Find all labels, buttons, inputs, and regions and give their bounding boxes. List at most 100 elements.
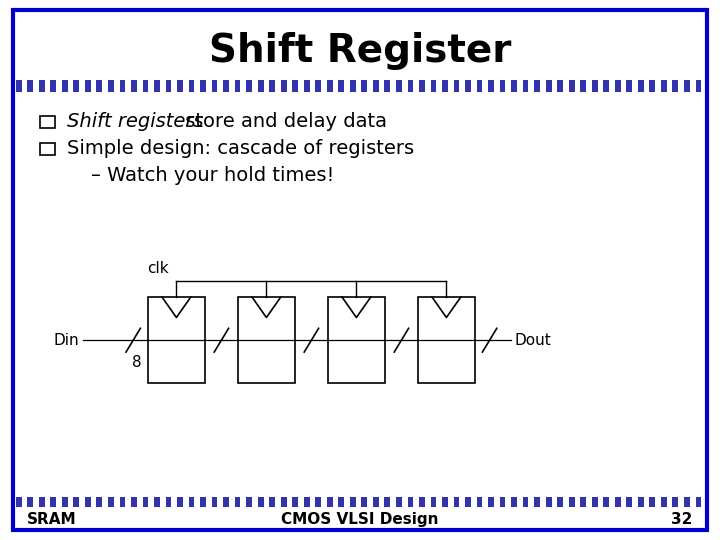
Bar [482, 497, 488, 507]
Text: clk: clk [148, 261, 169, 276]
Bar [419, 80, 425, 92]
Bar [310, 497, 315, 507]
Bar [552, 80, 557, 92]
Bar [85, 497, 91, 507]
Bar [471, 497, 477, 507]
Bar [292, 497, 298, 507]
Bar [120, 80, 125, 92]
Bar [552, 497, 557, 507]
Bar [40, 116, 55, 128]
Bar [108, 497, 114, 507]
Bar [16, 497, 22, 507]
Bar [459, 80, 465, 92]
Bar [425, 497, 431, 507]
Bar [494, 80, 500, 92]
Bar [367, 497, 373, 507]
Bar [338, 80, 344, 92]
Bar [384, 497, 390, 507]
Bar [638, 497, 644, 507]
Bar [557, 497, 563, 507]
Bar [229, 497, 235, 507]
Bar [338, 497, 344, 507]
Bar [315, 80, 321, 92]
Bar [534, 80, 540, 92]
Bar [310, 80, 315, 92]
Bar [505, 80, 511, 92]
Bar [696, 80, 701, 92]
Bar [569, 80, 575, 92]
Bar [171, 497, 177, 507]
Bar [212, 80, 217, 92]
Bar [459, 497, 465, 507]
Bar [442, 497, 448, 507]
Bar [672, 497, 678, 507]
Bar [425, 80, 431, 92]
Bar [114, 80, 120, 92]
Bar [511, 497, 517, 507]
Bar [649, 497, 655, 507]
Bar [114, 497, 120, 507]
Bar [62, 497, 68, 507]
Bar [361, 80, 367, 92]
Bar [269, 497, 275, 507]
Bar [50, 80, 56, 92]
Bar [304, 497, 310, 507]
Bar [287, 497, 292, 507]
Bar [160, 497, 166, 507]
Bar [79, 497, 85, 507]
Bar [696, 497, 701, 507]
Bar [96, 497, 102, 507]
Bar [148, 497, 154, 507]
Bar [615, 497, 621, 507]
Bar [603, 497, 609, 507]
Bar [166, 80, 171, 92]
Bar [333, 497, 338, 507]
Bar [154, 80, 160, 92]
Bar [327, 497, 333, 507]
Bar [603, 80, 609, 92]
Bar [586, 497, 592, 507]
Bar [655, 80, 661, 92]
Bar [471, 80, 477, 92]
Bar [390, 497, 396, 507]
Bar [258, 80, 264, 92]
Bar [690, 497, 696, 507]
Bar [413, 497, 419, 507]
Bar [494, 497, 500, 507]
Bar [56, 497, 62, 507]
Bar [678, 80, 684, 92]
Bar [194, 497, 200, 507]
Bar [448, 80, 454, 92]
Text: SRAM: SRAM [27, 512, 77, 527]
Bar [143, 497, 148, 507]
Bar [33, 80, 39, 92]
Bar [488, 497, 494, 507]
Bar [183, 497, 189, 507]
Bar [240, 497, 246, 507]
Bar [465, 497, 471, 507]
Bar [321, 497, 327, 507]
Bar [137, 80, 143, 92]
Bar [356, 80, 361, 92]
Bar [500, 497, 505, 507]
Bar [523, 80, 528, 92]
Bar [644, 80, 649, 92]
Text: – Watch your hold times!: – Watch your hold times! [91, 166, 335, 185]
Bar [16, 80, 22, 92]
Bar [189, 497, 194, 507]
Bar [68, 497, 73, 507]
Bar [73, 497, 79, 507]
Bar [448, 497, 454, 507]
Bar [436, 497, 442, 507]
Bar [609, 497, 615, 507]
Bar [269, 80, 275, 92]
Bar [344, 497, 350, 507]
Bar [125, 497, 131, 507]
Text: Simple design: cascade of registers: Simple design: cascade of registers [67, 139, 414, 158]
Bar [540, 80, 546, 92]
Bar [644, 497, 649, 507]
Bar [361, 497, 367, 507]
Bar [292, 80, 298, 92]
Bar [396, 80, 402, 92]
Bar [177, 497, 183, 507]
